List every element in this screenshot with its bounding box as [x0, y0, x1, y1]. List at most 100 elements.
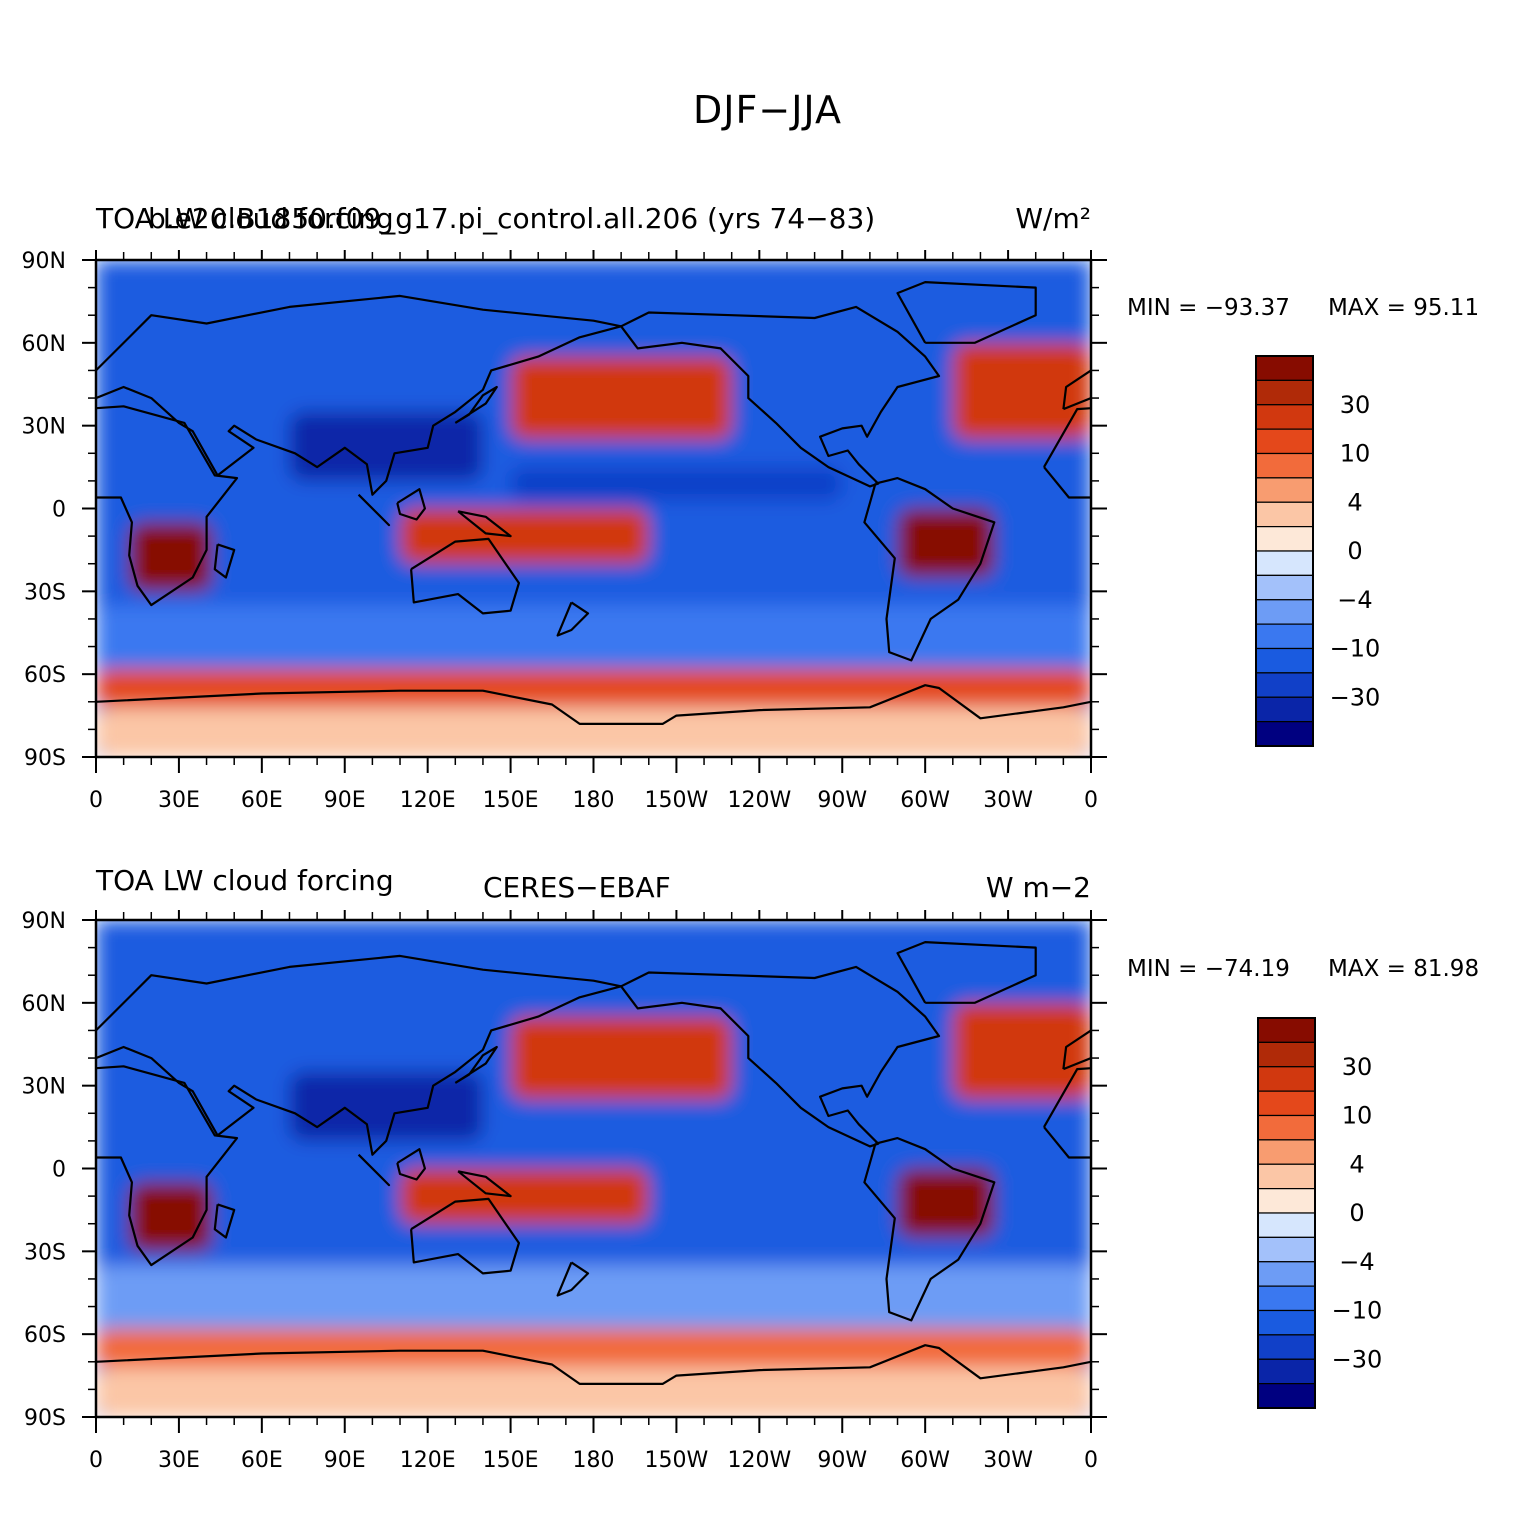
x-tick-label: 90W: [817, 1448, 867, 1473]
coastline: [1450, 387, 1492, 423]
x-tick-label: 30E: [158, 1448, 200, 1473]
y-tick-label: 90N: [22, 909, 66, 934]
colorbar-label: 4: [1349, 1150, 1364, 1178]
x-tick-label: 60W: [900, 1448, 950, 1473]
colorbar-swatch: [1255, 672, 1314, 698]
field-region-south-america: [897, 1168, 995, 1238]
colorbar-swatch: [1255, 526, 1314, 552]
field-region-antarctica: [96, 707, 1091, 757]
coastline: [454, 385, 498, 424]
colorbar-swatch: [1257, 1236, 1316, 1263]
coastline: [1453, 511, 1506, 536]
colorbar-label: −30: [1332, 1345, 1383, 1373]
coastline: [1210, 1204, 1229, 1237]
colorbar-swatch: [1257, 1090, 1316, 1117]
coastline: [556, 1261, 590, 1297]
colorbar: 30 10 4 0 −4 −10 −30: [1255, 355, 1381, 747]
colorbar-swatch: [1257, 1285, 1316, 1312]
field-region-southern-africa: [129, 522, 213, 592]
colorbar-swatch: [1255, 599, 1314, 625]
y-tick-label: 60N: [22, 332, 66, 357]
field-region-antarctic-ring: [96, 1328, 1091, 1368]
field-region-maritime-continent: [400, 1168, 649, 1224]
colorbar-swatch: [1255, 452, 1314, 479]
colorbar-swatch: [1255, 574, 1314, 601]
field-region-maritime-continent: [400, 508, 649, 564]
colorbar-label: −10: [1332, 1297, 1383, 1325]
colorbar-label: −30: [1330, 683, 1381, 711]
panel-units: W/m²: [1015, 202, 1091, 235]
coastline: [1392, 489, 1420, 519]
x-tick-label: 90E: [324, 788, 366, 813]
field-region-north-atlantic: [952, 342, 1091, 440]
y-tick-label: 90N: [22, 249, 66, 274]
coastline: [1406, 539, 1514, 614]
panel-units: W m−2: [986, 871, 1091, 904]
coastline: [357, 1153, 391, 1187]
field-region-south-america: [897, 508, 995, 578]
colorbar-swatch: [1257, 1212, 1316, 1238]
field-region-itcz-pacific: [510, 467, 843, 501]
coastline: [96, 405, 239, 607]
coastline: [1210, 544, 1229, 577]
coastline: [457, 510, 512, 538]
x-tick-label: 120W: [727, 788, 791, 813]
colorbar-label: 0: [1349, 1199, 1364, 1227]
x-tick-label: 120E: [400, 1448, 456, 1473]
colorbar-swatch: [1257, 1163, 1316, 1190]
colorbar-swatch: [1257, 1114, 1316, 1141]
y-tick-label: 30S: [24, 1240, 66, 1265]
colorbar-swatch: [1255, 428, 1314, 455]
y-tick-label: 60S: [24, 1323, 66, 1348]
colorbar-swatch: [1255, 696, 1314, 723]
colorbar-swatch: [1257, 1358, 1316, 1385]
colorbar-label: 30: [1342, 1053, 1373, 1081]
y-tick-label: 90S: [24, 746, 66, 771]
field-region-southern-ocean: [96, 1265, 1091, 1335]
coastline: [410, 1197, 521, 1275]
colorbar-label: 0: [1347, 537, 1362, 565]
coastline: [863, 477, 996, 662]
x-tick-label: 180: [573, 1448, 615, 1473]
coastline: [620, 305, 941, 488]
panel-center-title: CERES−EBAF: [483, 871, 671, 904]
coastline: [620, 965, 941, 1148]
colorbar-swatch: [1257, 1017, 1316, 1043]
y-tick-label: 0: [52, 1158, 66, 1183]
coastline: [1453, 1171, 1506, 1196]
coastline: [457, 1170, 512, 1198]
colorbar-swatch: [1255, 477, 1314, 503]
x-tick-label: 0: [89, 788, 103, 813]
colorbar-frame: [1255, 355, 1314, 747]
coastline: [96, 1344, 1091, 1386]
coastline: [396, 488, 426, 521]
y-tick-label: 90S: [24, 1406, 66, 1431]
coastline: [1392, 1149, 1420, 1179]
field-region-north-pacific: [510, 1016, 732, 1100]
x-tick-label: 120E: [400, 788, 456, 813]
min-label: MIN = −93.37: [1127, 295, 1290, 321]
colorbar-label: 30: [1340, 391, 1371, 419]
colorbar: 30 10 4 0 −4 −10 −30: [1257, 1017, 1383, 1409]
coastline: [1406, 1199, 1514, 1274]
x-tick-label: 150W: [645, 1448, 709, 1473]
colorbar-swatch: [1255, 404, 1314, 430]
x-tick-label: 0: [1084, 1448, 1098, 1473]
x-tick-label: 90W: [817, 788, 867, 813]
field-region-north-atlantic: [952, 1002, 1091, 1100]
colorbar-swatch: [1257, 1041, 1316, 1068]
field-region-asian-monsoon: [289, 1071, 483, 1141]
y-tick-label: 30S: [24, 580, 66, 605]
field-region-antarctica: [96, 1367, 1091, 1417]
colorbar-swatch: [1255, 379, 1314, 406]
y-tick-label: 60S: [24, 663, 66, 688]
coastline: [213, 1203, 236, 1239]
colorbar-swatch: [1257, 1066, 1316, 1092]
coastline: [96, 954, 623, 1156]
colorbar-label: −4: [1337, 586, 1372, 614]
x-tick-label: 180: [573, 788, 615, 813]
coastline: [896, 281, 1037, 344]
y-tick-label: 30N: [22, 415, 66, 440]
min-label: MIN = −74.19: [1127, 956, 1290, 982]
